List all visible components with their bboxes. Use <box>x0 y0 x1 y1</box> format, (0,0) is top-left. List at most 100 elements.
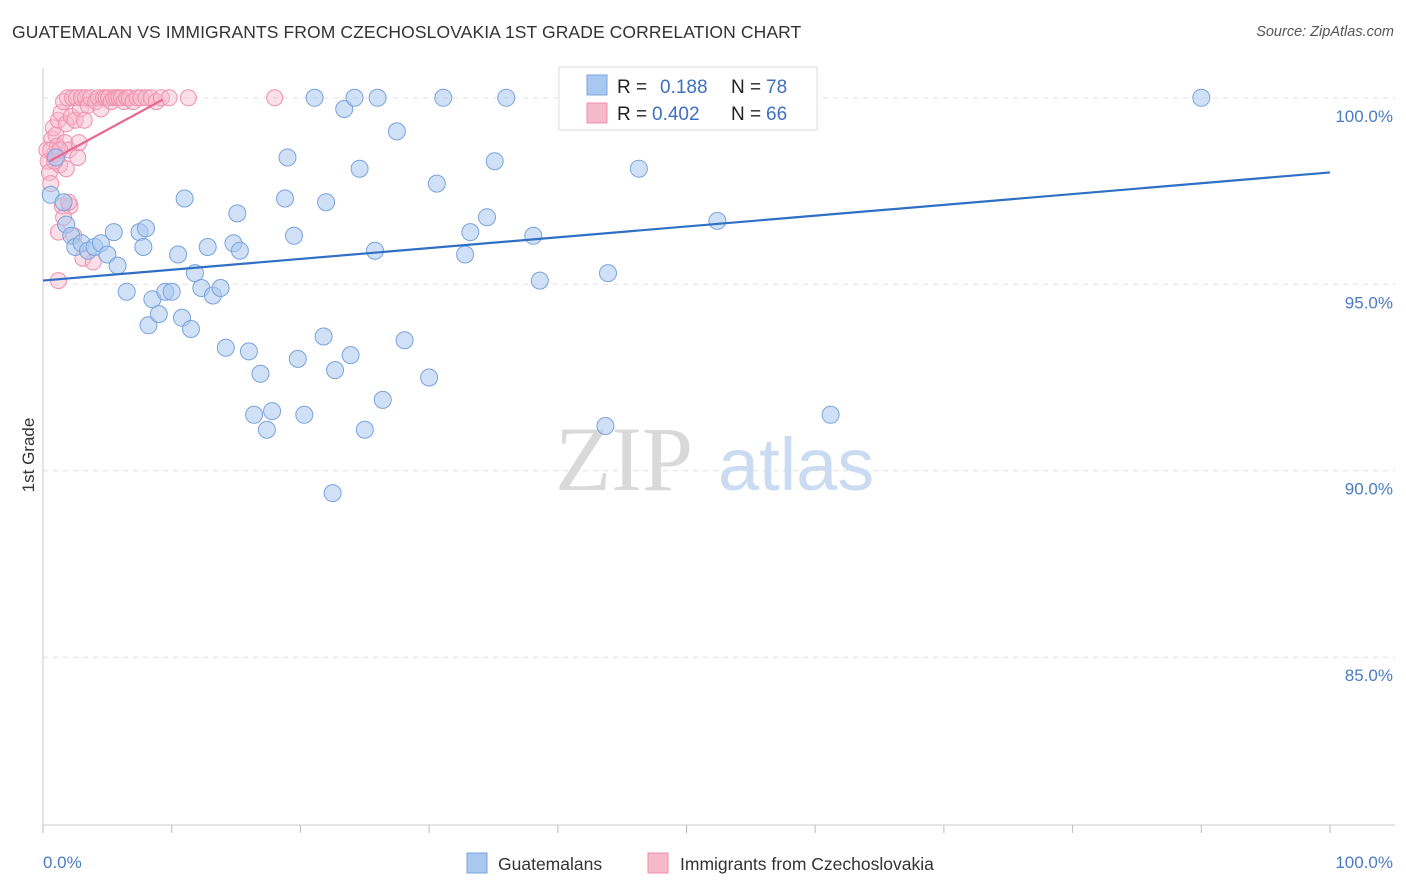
stats-n-label-blue: N = <box>731 77 761 98</box>
point-czechoslovakia <box>69 149 87 166</box>
point-guatemalans <box>285 226 303 245</box>
point-guatemalans <box>1192 88 1211 107</box>
point-guatemalans <box>98 245 117 264</box>
y-axis-title: 1st Grade <box>19 418 38 493</box>
point-guatemalans <box>117 282 136 301</box>
point-guatemalans <box>317 193 336 212</box>
stats-r-value-blue: 0.188 <box>660 77 708 98</box>
point-guatemalans <box>350 159 369 178</box>
point-czechoslovakia <box>66 111 84 129</box>
stats-n-value-pink: 66 <box>766 104 787 125</box>
stats-legend: R = 0.188 N = 78 R = 0.402 N = 66 <box>558 66 818 131</box>
point-guatemalans <box>305 88 324 107</box>
stats-swatch-pink <box>586 102 608 124</box>
point-guatemalans <box>596 417 615 435</box>
y-tick-label: 95.0% <box>1345 293 1393 312</box>
point-guatemalans <box>251 364 270 383</box>
stats-n-value-blue: 78 <box>766 77 787 98</box>
point-guatemalans <box>257 420 276 439</box>
point-guatemalans <box>387 122 406 141</box>
point-guatemalans <box>245 405 264 424</box>
point-czechoslovakia <box>128 89 146 107</box>
point-guatemalans <box>478 208 496 227</box>
point-guatemalans <box>373 390 392 409</box>
stats-r-label-blue: R = <box>617 77 647 98</box>
point-guatemalans <box>228 204 247 223</box>
grid-layer <box>43 97 1395 658</box>
point-czechoslovakia <box>52 104 70 122</box>
legend-swatch-guatemalans <box>466 852 488 874</box>
stats-n-label-pink: N = <box>731 104 761 125</box>
point-guatemalans <box>497 88 516 107</box>
point-guatemalans <box>599 264 617 283</box>
series-guatemalans-points <box>41 88 1211 503</box>
point-guatemalans <box>345 88 364 107</box>
point-guatemalans <box>137 219 155 238</box>
trend-line-czechoslovakia <box>48 98 164 163</box>
point-guatemalans <box>395 331 414 350</box>
point-guatemalans <box>211 279 230 297</box>
source-credit: Source: ZipAtlas.com <box>1256 24 1394 40</box>
point-guatemalans <box>139 316 158 335</box>
point-guatemalans <box>708 211 727 230</box>
point-guatemalans <box>149 305 168 324</box>
point-guatemalans <box>366 241 384 260</box>
point-guatemalans <box>263 402 282 421</box>
series-czechoslovakia-points <box>38 89 284 290</box>
legend-swatch-czechoslovakia <box>647 852 669 874</box>
point-guatemalans <box>278 148 297 167</box>
x-tick-label-min: 0.0% <box>43 853 82 872</box>
point-guatemalans <box>821 405 840 424</box>
point-czechoslovakia <box>160 89 178 107</box>
point-guatemalans <box>314 327 333 346</box>
point-guatemalans <box>230 241 249 260</box>
point-guatemalans <box>368 88 387 107</box>
stats-swatch-blue <box>586 74 608 96</box>
trend-lines <box>42 98 1331 282</box>
point-guatemalans <box>216 338 235 357</box>
point-guatemalans <box>134 238 153 256</box>
point-guatemalans <box>524 226 543 245</box>
point-guatemalans <box>323 484 342 503</box>
point-guatemalans <box>420 368 439 387</box>
point-guatemalans <box>355 420 374 439</box>
point-guatemalans <box>427 174 446 193</box>
point-guatemalans <box>629 159 648 178</box>
point-guatemalans <box>198 238 217 256</box>
y-tick-label: 85.0% <box>1345 666 1393 685</box>
point-guatemalans <box>276 189 294 208</box>
point-czechoslovakia <box>266 89 284 107</box>
point-czechoslovakia <box>179 89 197 107</box>
point-guatemalans <box>182 320 200 338</box>
y-tick-label: 90.0% <box>1345 480 1393 499</box>
point-czechoslovakia <box>75 111 93 129</box>
trend-line-guatemalans <box>42 171 1331 282</box>
point-guatemalans <box>485 152 504 171</box>
stats-r-label-pink: R = <box>617 104 647 125</box>
point-guatemalans <box>162 282 181 301</box>
point-guatemalans <box>295 405 314 424</box>
point-guatemalans <box>456 245 475 264</box>
legend-label-guatemalans: Guatemalans <box>498 854 602 874</box>
point-guatemalans <box>530 271 549 290</box>
point-guatemalans <box>461 223 480 242</box>
point-czechoslovakia <box>137 89 155 107</box>
watermark-zip: ZIP <box>555 408 693 510</box>
watermark-atlas: atlas <box>718 423 874 506</box>
point-guatemalans <box>434 88 453 107</box>
point-guatemalans <box>104 223 123 242</box>
point-czechoslovakia <box>59 89 76 107</box>
x-tick-label-max: 100.0% <box>1335 853 1393 872</box>
point-guatemalans <box>108 256 127 275</box>
point-guatemalans <box>54 193 73 212</box>
point-guatemalans <box>288 349 307 368</box>
legend-label-czechoslovakia: Immigrants from Czechoslovakia <box>680 854 934 874</box>
point-guatemalans <box>169 245 188 264</box>
point-guatemalans <box>175 189 194 208</box>
point-guatemalans <box>335 100 354 118</box>
series-legend: Guatemalans Immigrants from Czechoslovak… <box>466 852 934 874</box>
stats-r-value-pink: 0.402 <box>652 104 700 125</box>
chart-title: GUATEMALAN VS IMMIGRANTS FROM CZECHOSLOV… <box>12 22 802 42</box>
point-guatemalans <box>326 361 345 380</box>
